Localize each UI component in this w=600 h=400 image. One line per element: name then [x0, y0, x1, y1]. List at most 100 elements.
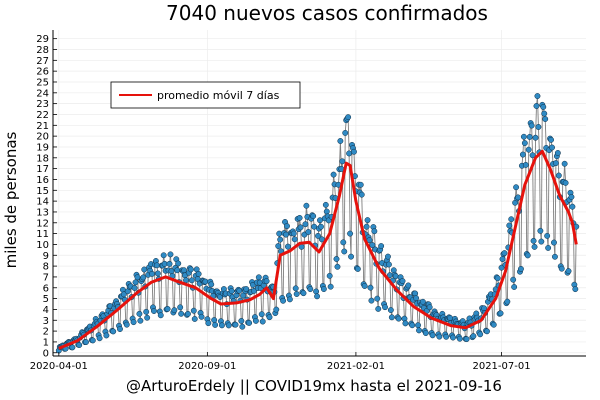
- daily-stem: [373, 231, 376, 250]
- daily-point: [275, 243, 282, 249]
- daily-point: [280, 297, 287, 304]
- daily-point: [363, 223, 370, 230]
- daily-point: [522, 161, 529, 168]
- daily-point: [160, 252, 167, 259]
- daily-point: [333, 256, 340, 262]
- daily-stem: [403, 298, 405, 319]
- daily-stem: [287, 246, 290, 296]
- y-tick-label: 8: [43, 262, 49, 273]
- y-tick-label: 28: [36, 45, 49, 56]
- daily-stem: [248, 292, 251, 323]
- daily-point: [513, 184, 520, 191]
- daily-stem: [362, 232, 365, 285]
- daily-point: [524, 252, 531, 259]
- daily-point: [246, 319, 253, 326]
- daily-point: [384, 253, 391, 260]
- daily-point: [314, 293, 321, 300]
- daily-point: [153, 262, 160, 269]
- daily-point: [69, 344, 76, 351]
- daily-stem: [513, 202, 516, 287]
- daily-point: [212, 321, 219, 328]
- daily-point: [232, 321, 239, 328]
- daily-point: [266, 314, 273, 321]
- daily-stem: [565, 182, 568, 203]
- daily-stem: [144, 286, 147, 312]
- daily-point: [413, 295, 420, 302]
- daily-point: [276, 230, 283, 237]
- daily-point: [443, 333, 450, 340]
- daily-point: [103, 332, 110, 339]
- daily-point: [385, 261, 392, 268]
- daily-point: [367, 284, 374, 291]
- y-tick-label: 17: [36, 164, 49, 175]
- y-tick-label: 13: [36, 207, 49, 218]
- daily-point: [526, 133, 533, 140]
- daily-point: [137, 317, 144, 324]
- daily-stem: [532, 155, 535, 241]
- y-tick-label: 12: [36, 218, 49, 229]
- y-tick-label: 18: [36, 153, 49, 164]
- daily-stem: [350, 144, 353, 257]
- daily-point: [415, 322, 421, 329]
- y-tick-label: 23: [36, 99, 49, 110]
- daily-point: [320, 286, 327, 293]
- daily-stem: [160, 265, 163, 316]
- daily-point: [140, 274, 147, 281]
- daily-point: [481, 305, 488, 312]
- daily-point: [544, 232, 551, 239]
- daily-point: [429, 332, 436, 339]
- daily-point: [565, 268, 572, 275]
- grid: [53, 30, 586, 356]
- daily-point: [519, 151, 526, 158]
- daily-point: [416, 327, 422, 334]
- daily-point: [286, 296, 293, 303]
- daily-point: [305, 229, 312, 235]
- daily-point: [174, 267, 181, 274]
- daily-stem: [500, 267, 502, 314]
- daily-stem: [537, 126, 540, 153]
- daily-point: [188, 277, 195, 284]
- daily-point: [545, 244, 552, 251]
- daily-stem: [537, 96, 539, 128]
- x-tick-label: 2020-09-01: [178, 361, 236, 372]
- daily-point: [548, 136, 554, 143]
- daily-point: [157, 312, 164, 319]
- daily-stem: [527, 149, 530, 256]
- daily-stem: [561, 181, 564, 269]
- y-tick-label: 9: [43, 251, 49, 262]
- daily-stem: [353, 151, 356, 177]
- daily-stem: [396, 289, 399, 318]
- daily-point: [494, 275, 501, 282]
- daily-stem: [228, 293, 231, 326]
- daily-point: [511, 284, 518, 290]
- daily-point: [131, 285, 138, 291]
- daily-stem: [566, 202, 569, 273]
- daily-point: [313, 288, 320, 295]
- daily-point: [508, 216, 515, 223]
- daily-point: [534, 93, 541, 99]
- x-tick-label: 2021-02-01: [327, 361, 385, 372]
- y-tick-label: 0: [43, 348, 49, 359]
- daily-point: [555, 172, 562, 179]
- daily-point: [346, 150, 353, 157]
- daily-stem: [323, 218, 326, 290]
- daily-point: [177, 304, 184, 311]
- daily-point: [552, 160, 559, 167]
- daily-point: [117, 326, 123, 332]
- y-tick-label: 22: [36, 110, 49, 121]
- daily-point: [184, 310, 191, 317]
- y-tick-label: 26: [36, 67, 49, 78]
- daily-point: [171, 307, 178, 314]
- y-tick-label: 7: [43, 272, 49, 283]
- daily-point: [154, 270, 161, 277]
- daily-point: [533, 103, 540, 109]
- daily-point: [120, 291, 127, 298]
- daily-point: [387, 307, 394, 314]
- daily-stem: [309, 218, 312, 290]
- daily-point: [255, 274, 262, 281]
- daily-point: [307, 286, 314, 293]
- daily-point: [228, 288, 235, 295]
- daily-stem: [267, 291, 269, 316]
- daily-point: [144, 314, 151, 321]
- daily-point: [538, 238, 545, 245]
